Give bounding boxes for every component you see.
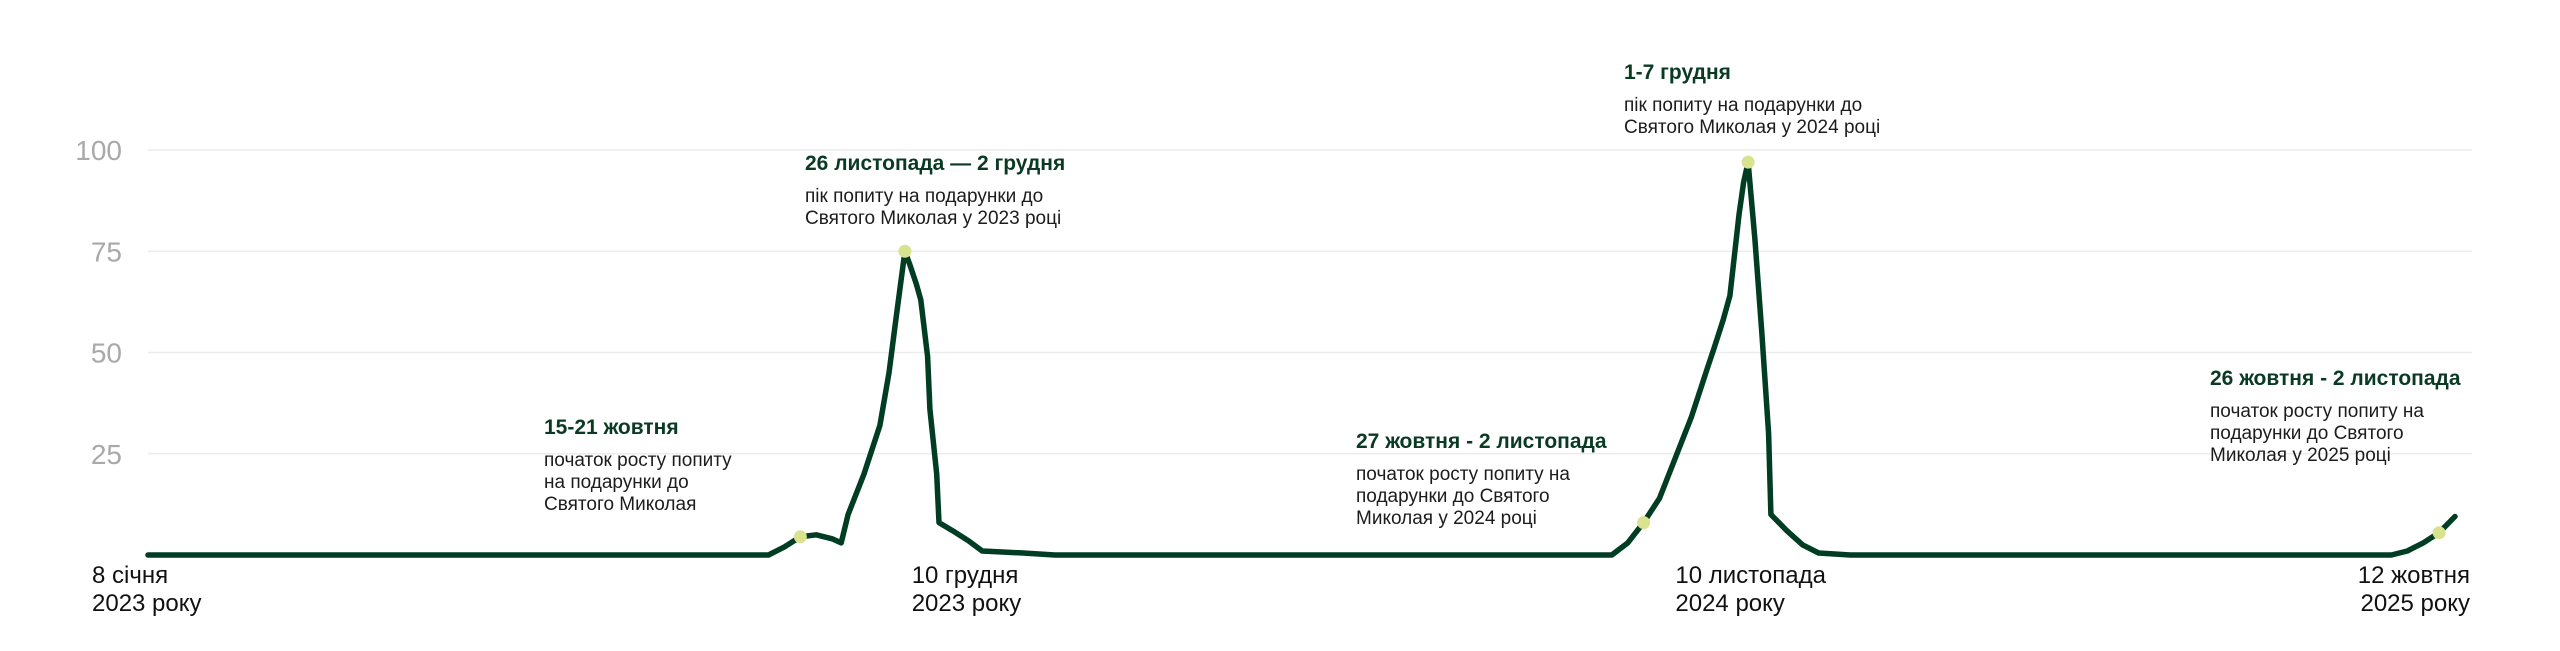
annotation-marker-2 (1637, 516, 1651, 530)
series-line-0 (145, 159, 2458, 558)
annotation-3: 1-7 грудня пік попиту на подарунки доСвят… (1624, 61, 1880, 138)
annotation-text-line: пік попиту на подарунки до (805, 186, 1043, 207)
annotation-text-line: Святого Миколая у 2023 році (805, 208, 1061, 229)
annotation-title: 1-7 грудня (1624, 61, 1731, 84)
annotation-title: 26 листопада — 2 грудня (805, 152, 1065, 175)
annotation-1: 26 листопада — 2 грудня пік попиту на под… (805, 152, 1065, 229)
annotation-text-line: Святого Миколая (544, 494, 696, 515)
y-axis-ticks: 25 50 75 100 (75, 135, 122, 470)
x-tick-label-2: 10 листопада 2024 року (1675, 562, 1826, 617)
series-lines (145, 159, 2458, 558)
x-tick-label-0: 8 січня 2023 року (92, 562, 202, 617)
x-tick-line-2: 2024 року (1675, 590, 1785, 617)
annotation-title: 26 жовтня - 2 листопада (2210, 367, 2461, 390)
annotation-marker-4 (2432, 526, 2446, 540)
annotation-text-line: Миколая у 2024 році (1356, 508, 1537, 529)
annotation-marker-1 (898, 244, 912, 258)
annotation-marker-3 (1741, 155, 1755, 169)
grid-lines (148, 149, 2472, 455)
annotation-text-line: подарунки до Святого (1356, 486, 1550, 507)
annotation-markers (793, 155, 2446, 544)
annotation-text-line: подарунки до Святого (2210, 423, 2404, 444)
annotation-text-line: початок росту попиту на (2210, 401, 2424, 422)
x-tick-line-2: 2025 року (2360, 590, 2470, 617)
x-tick-line-2: 2023 року (912, 590, 1022, 617)
annotation-4: 26 жовтня - 2 листопада початок росту поп… (2210, 367, 2461, 466)
annotation-text-line: початок росту попиту на (1356, 464, 1570, 485)
x-tick-line-1: 10 грудня (912, 562, 1019, 589)
x-tick-label-3: 12 жовтня 2025 року (2358, 562, 2470, 617)
x-tick-line-2: 2023 року (92, 590, 202, 617)
annotation-text-line: Миколая у 2025 році (2210, 445, 2391, 466)
annotation-text-line: Святого Миколая у 2024 році (1624, 117, 1880, 138)
y-tick-label-100: 100 (75, 135, 122, 166)
y-tick-label-25: 25 (91, 439, 122, 470)
x-tick-line-1: 12 жовтня (2358, 562, 2470, 589)
x-tick-line-1: 10 листопада (1675, 562, 1826, 589)
x-tick-line-1: 8 січня (92, 562, 168, 589)
x-tick-label-1: 10 грудня 2023 року (912, 562, 1022, 617)
annotation-2: 27 жовтня - 2 листопада початок росту поп… (1356, 430, 1607, 529)
annotation-text-line: пік попиту на подарунки до (1624, 95, 1862, 116)
annotation-title: 15-21 жовтня (544, 416, 679, 439)
annotation-text-line: на подарунки до (544, 472, 689, 493)
y-tick-label-50: 50 (91, 338, 122, 369)
annotation-text-line: початок росту попиту (544, 450, 732, 471)
annotation-title: 27 жовтня - 2 листопада (1356, 430, 1607, 453)
annotation-marker-0 (793, 530, 807, 544)
y-tick-label-75: 75 (91, 236, 122, 267)
